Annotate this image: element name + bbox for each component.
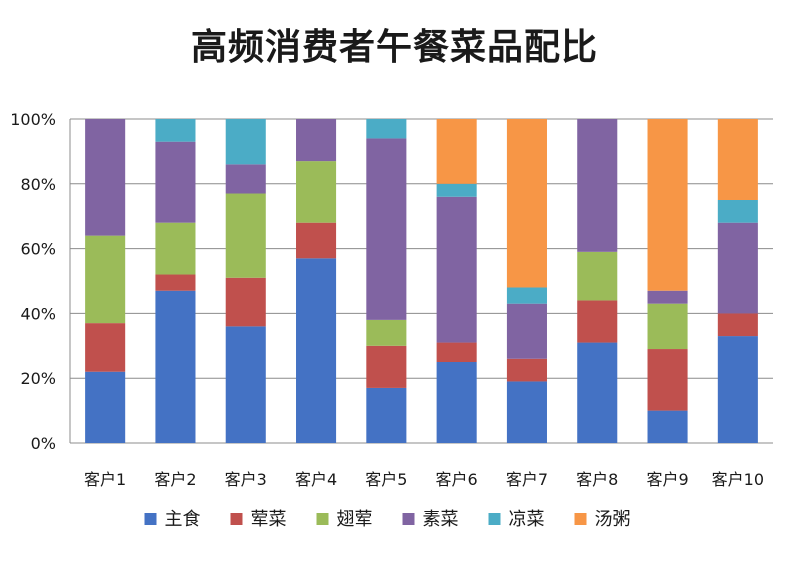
legend-item-2[interactable]: 荤菜 [230,509,287,530]
x-tick-label: 客户9 [646,470,688,489]
bar-segment-5-1[interactable] [366,387,407,443]
x-tick-label: 客户2 [154,470,196,489]
legend-swatch [316,513,329,525]
bar-segment-1-4[interactable] [85,119,126,236]
bar-segment-6-5[interactable] [436,183,477,197]
bar-segment-6-2[interactable] [436,342,477,362]
bar-segment-7-2[interactable] [506,358,547,382]
bar-segment-2-3[interactable] [155,222,196,275]
legend-label: 主食 [165,509,201,530]
legend-item-5[interactable]: 凉菜 [488,509,545,530]
y-tick-label: 80% [20,175,56,194]
x-tick-label: 客户10 [712,470,764,489]
bar-segment-1-3[interactable] [85,235,126,324]
x-tick-label: 客户7 [506,470,548,489]
y-tick-label: 40% [20,304,56,323]
bar-segment-9-6[interactable] [647,119,688,291]
legend-label: 翅荤 [337,509,373,530]
bar-segment-7-6[interactable] [506,119,547,288]
legend-item-3[interactable]: 翅荤 [316,509,373,530]
bar-segment-5-5[interactable] [366,119,407,139]
x-tick-label: 客户6 [436,470,478,489]
bar-segment-7-1[interactable] [506,381,547,443]
bar-segment-4-2[interactable] [296,222,337,259]
bar-segment-10-4[interactable] [717,222,758,314]
legend-label: 荤菜 [251,509,287,530]
y-tick-label: 100% [10,110,56,129]
bar-segment-3-2[interactable] [225,277,266,327]
legend-label: 素菜 [423,509,459,530]
bar-segment-10-6[interactable] [717,119,758,200]
bar-segment-2-4[interactable] [155,141,196,223]
bar-segment-6-6[interactable] [436,119,477,184]
legend-item-4[interactable]: 素菜 [402,509,459,530]
legend-item-1[interactable]: 主食 [144,509,201,530]
y-tick-label: 60% [20,240,56,259]
legend-swatch [402,513,415,525]
x-tick-label: 客户5 [365,470,407,489]
bar-segment-5-4[interactable] [366,138,407,320]
bar-segment-8-2[interactable] [577,300,618,343]
legend-item-6[interactable]: 汤粥 [574,509,631,530]
bar-segment-8-1[interactable] [577,342,618,443]
bar-segment-6-1[interactable] [436,362,477,443]
bar-segment-9-2[interactable] [647,349,688,411]
bar-segment-8-3[interactable] [577,251,618,301]
x-tick-label: 客户3 [225,470,267,489]
bar-segment-10-2[interactable] [717,313,758,337]
bar-segment-7-5[interactable] [506,287,547,304]
bar-segment-4-3[interactable] [296,161,337,223]
legend-label: 汤粥 [595,509,631,530]
bar-segment-2-1[interactable] [155,290,196,443]
legend-swatch [144,513,157,525]
y-tick-label: 0% [31,434,56,453]
x-tick-label: 客户1 [84,470,126,489]
bar-segment-3-1[interactable] [225,326,266,443]
legend-swatch [488,513,501,525]
bar-segment-3-4[interactable] [225,164,266,194]
x-tick-label: 客户4 [295,470,337,489]
bar-segment-4-1[interactable] [296,258,337,443]
chart-title: 高频消费者午餐菜品配比 [190,26,598,68]
bar-segment-2-2[interactable] [155,274,196,291]
bar-segment-2-5[interactable] [155,119,196,142]
x-tick-label: 客户8 [576,470,618,489]
bar-segment-9-4[interactable] [647,290,688,304]
bar-segment-7-4[interactable] [506,303,547,359]
bar-segment-6-4[interactable] [436,196,477,343]
y-tick-label: 20% [20,369,56,388]
bar-segment-9-1[interactable] [647,410,688,443]
bar-segment-1-1[interactable] [85,371,126,443]
bar-segment-10-1[interactable] [717,336,758,443]
bar-segment-9-3[interactable] [647,303,688,350]
bar-segment-1-2[interactable] [85,323,126,372]
bar-segment-10-5[interactable] [717,200,758,223]
legend-swatch [230,513,243,525]
bar-segment-5-3[interactable] [366,319,407,346]
bar-segment-5-2[interactable] [366,345,407,388]
legend-label: 凉菜 [509,509,545,530]
bar-segment-4-4[interactable] [296,119,337,162]
legend-swatch [574,513,587,525]
bar-segment-8-4[interactable] [577,119,618,252]
bar-segment-3-5[interactable] [225,119,266,165]
bar-segment-3-3[interactable] [225,193,266,278]
